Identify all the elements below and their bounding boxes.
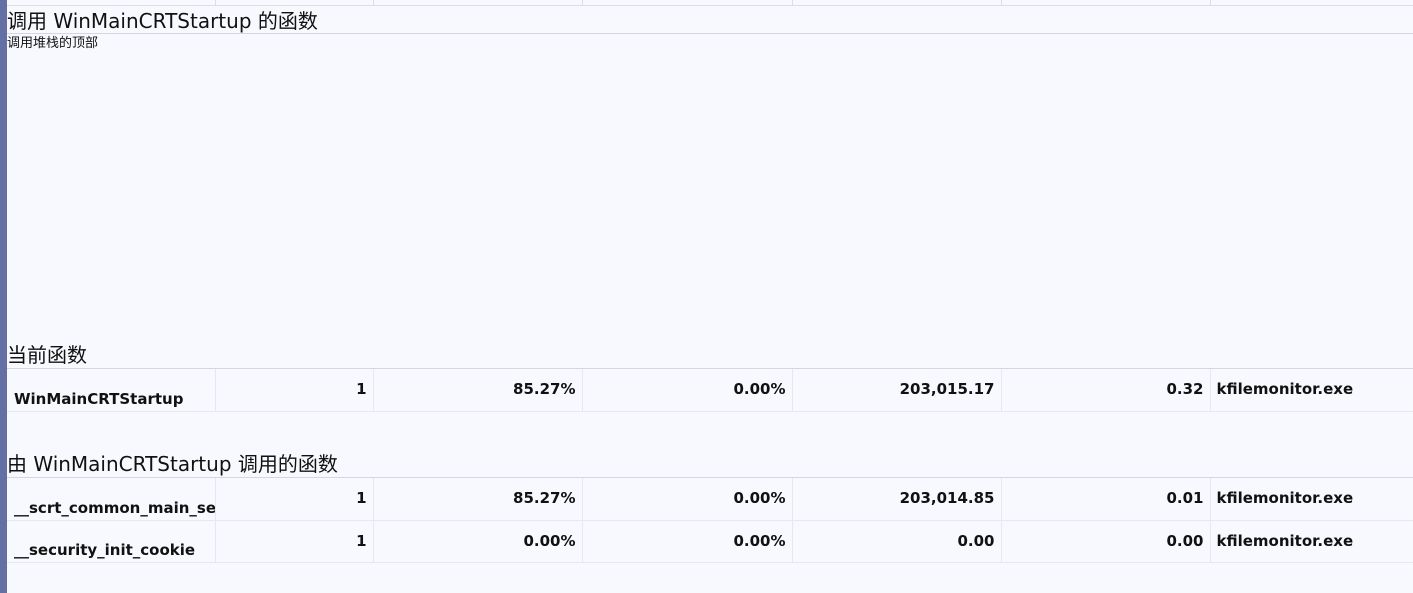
callees-table: __scrt_common_main_seh 1 85.27% 0.00% 20… [7,478,1413,563]
function-name[interactable]: __scrt_common_main_seh [7,478,216,521]
exclusive-time: 0.00 [1001,520,1211,563]
table-row[interactable]: __security_init_cookie 1 0.00% 0.00% 0.0… [7,520,1413,563]
inclusive-percent: 85.27% [373,369,583,412]
inclusive-percent: 85.27% [373,478,583,521]
header-column-grid [7,0,1413,6]
call-count: 1 [215,369,374,412]
column-divider[interactable] [792,0,793,6]
column-divider[interactable] [582,0,583,6]
current-function-section-title: 当前函数 [7,343,87,367]
exclusive-percent: 0.00% [582,369,793,412]
callers-section-rule [7,33,1413,34]
module-name: kfilemonitor.exe [1210,520,1413,563]
exclusive-percent: 0.00% [582,478,793,521]
exclusive-time: 0.32 [1001,369,1211,412]
exclusive-time: 0.01 [1001,478,1211,521]
callers-empty-message: 调用堆栈的顶部 [7,36,99,51]
module-name: kfilemonitor.exe [1210,478,1413,521]
function-details-view: 调用 WinMainCRTStartup 的函数 调用堆栈的顶部 当前函数 Wi… [7,0,1413,593]
column-divider[interactable] [215,0,216,6]
column-divider[interactable] [1001,0,1002,6]
table-row[interactable]: __scrt_common_main_seh 1 85.27% 0.00% 20… [7,478,1413,521]
exclusive-percent: 0.00% [582,520,793,563]
module-name: kfilemonitor.exe [1210,369,1413,412]
callees-section-rule [7,477,1413,478]
inclusive-time: 203,014.85 [792,478,1002,521]
current-function-section-rule [7,368,1413,369]
inclusive-percent: 0.00% [373,520,583,563]
function-name[interactable]: WinMainCRTStartup [7,369,216,412]
call-count: 1 [215,520,374,563]
call-count: 1 [215,478,374,521]
column-divider[interactable] [1210,0,1211,6]
callers-section-title: 调用 WinMainCRTStartup 的函数 [7,9,318,33]
current-function-table: WinMainCRTStartup 1 85.27% 0.00% 203,015… [7,369,1413,412]
left-accent-bar [0,0,7,593]
function-name[interactable]: __security_init_cookie [7,520,216,563]
table-row[interactable]: WinMainCRTStartup 1 85.27% 0.00% 203,015… [7,369,1413,412]
column-divider[interactable] [373,0,374,6]
inclusive-time: 0.00 [792,520,1002,563]
callees-section-title: 由 WinMainCRTStartup 调用的函数 [7,452,338,476]
inclusive-time: 203,015.17 [792,369,1002,412]
